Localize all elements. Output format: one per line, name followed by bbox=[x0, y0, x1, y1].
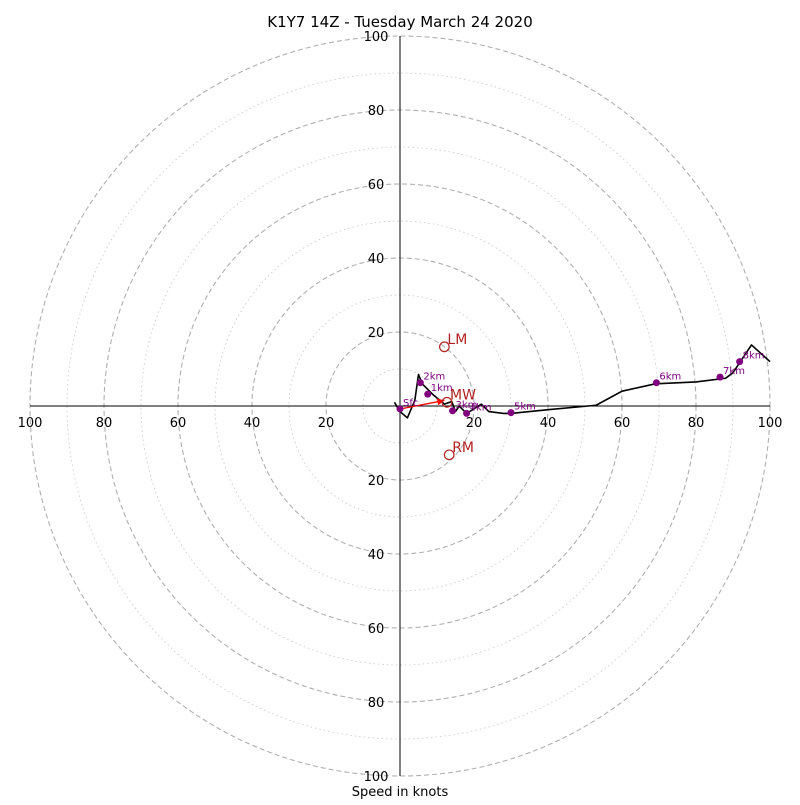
tick-label-north: 40 bbox=[368, 252, 385, 267]
height-label-3km: 3km bbox=[456, 400, 478, 411]
ring-tick-labels: 20 20 20 20 40 40 40 40 60 60 60 60 80 80 80 80 100 100 10… bbox=[18, 30, 783, 785]
height-marker-4km bbox=[463, 409, 471, 417]
shear-vector-line bbox=[399, 399, 445, 410]
tick-label-west: 20 bbox=[318, 416, 335, 431]
storm-motion-mw-marker bbox=[441, 396, 453, 408]
height-marker-2km bbox=[416, 379, 424, 387]
height-label-4km: 4km bbox=[470, 402, 492, 413]
height-marker-1km bbox=[424, 390, 432, 398]
tick-label-east: 60 bbox=[614, 416, 631, 431]
x-axis-label: Speed in knots bbox=[352, 785, 449, 800]
tick-label-south: 40 bbox=[368, 548, 385, 563]
tick-label-south: 20 bbox=[368, 474, 385, 489]
height-marker-6km bbox=[652, 379, 660, 387]
tick-label-north: 80 bbox=[368, 104, 385, 119]
tick-label-west: 60 bbox=[170, 416, 187, 431]
tick-label-east: 40 bbox=[540, 416, 557, 431]
tick-label-east: 20 bbox=[466, 416, 483, 431]
storm-motion-rm-marker bbox=[443, 449, 455, 461]
storm-motion-lm-marker bbox=[439, 341, 450, 353]
height-label-5km: 5km bbox=[514, 402, 536, 413]
storm-motion-mw-label: MW bbox=[450, 387, 476, 403]
tick-label-south: 60 bbox=[368, 622, 385, 637]
tick-label-south: 80 bbox=[368, 696, 385, 711]
height-marker-3km bbox=[449, 407, 457, 415]
tick-label-south: 100 bbox=[364, 770, 389, 785]
height-label-1km: 1km bbox=[431, 383, 453, 394]
storm-motion-rm-label: RM bbox=[452, 440, 474, 456]
height-marker-7km bbox=[716, 373, 724, 381]
tick-label-west: 40 bbox=[244, 416, 261, 431]
height-label-8km: 8km bbox=[743, 351, 765, 362]
tick-label-north: 60 bbox=[368, 178, 385, 193]
tick-label-west: 100 bbox=[18, 416, 43, 431]
tick-label-north: 100 bbox=[364, 30, 389, 45]
height-marker-8km bbox=[736, 358, 744, 366]
height-marker-5km bbox=[507, 409, 515, 417]
tick-label-north: 20 bbox=[368, 326, 385, 341]
tick-label-east: 100 bbox=[758, 416, 783, 431]
height-label-7km: 7km bbox=[723, 366, 745, 377]
height-label-2km: 2km bbox=[423, 372, 445, 383]
height-label-6km: 6km bbox=[659, 372, 681, 383]
height-marker-sfc bbox=[396, 405, 404, 413]
hodograph-line bbox=[393, 344, 771, 419]
chart-title: K1Y7 14Z - Tuesday March 24 2020 bbox=[267, 13, 532, 31]
tick-label-east: 80 bbox=[688, 416, 705, 431]
height-label-sfc: Sfc bbox=[403, 398, 418, 409]
storm-motion-lm-label: LM bbox=[447, 332, 467, 348]
tick-label-west: 80 bbox=[96, 416, 113, 431]
